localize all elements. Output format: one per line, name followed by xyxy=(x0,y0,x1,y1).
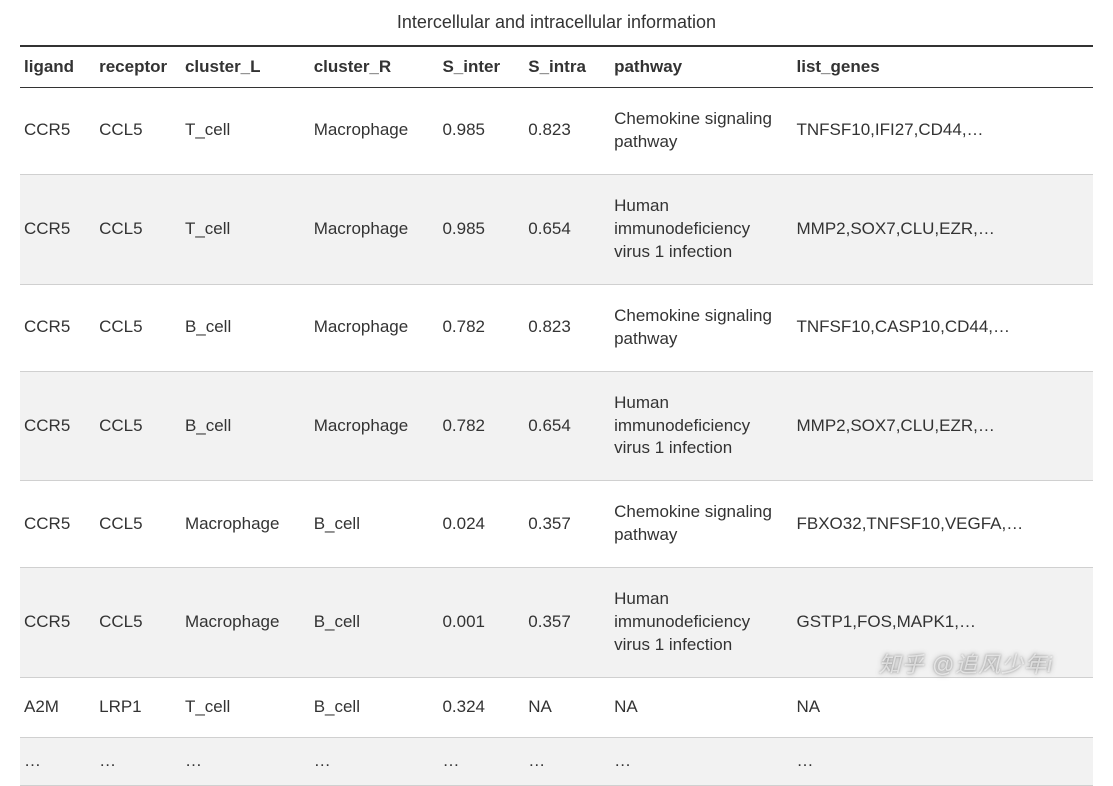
cell-list_genes: GSTP1,FOS,MAPK1,… xyxy=(793,568,1094,678)
cell-S_intra: NA xyxy=(524,678,610,738)
data-table: ligand receptor cluster_L cluster_R S_in… xyxy=(20,45,1093,786)
cell-list_genes: TNFSF10,IFI27,CD44,… xyxy=(793,88,1094,175)
table-row: CCR5CCL5MacrophageB_cell0.0010.357Human … xyxy=(20,568,1093,678)
table-body: CCR5CCL5T_cellMacrophage0.9850.823Chemok… xyxy=(20,88,1093,786)
col-header-ligand: ligand xyxy=(20,46,95,88)
cell-pathway: Chemokine signaling pathway xyxy=(610,88,792,175)
col-header-receptor: receptor xyxy=(95,46,181,88)
cell-cluster_L: B_cell xyxy=(181,284,310,371)
table-row: CCR5CCL5B_cellMacrophage0.7820.823Chemok… xyxy=(20,284,1093,371)
cell-pathway: Human immunodeficiency virus 1 infection xyxy=(610,174,792,284)
table-row: CCR5CCL5B_cellMacrophage0.7820.654Human … xyxy=(20,371,1093,481)
cell-cluster_R: B_cell xyxy=(310,678,439,738)
col-header-s-intra: S_intra xyxy=(524,46,610,88)
table-row: A2MLRP1T_cellB_cell0.324NANANA xyxy=(20,678,1093,738)
cell-ligand: A2M xyxy=(20,678,95,738)
cell-cluster_L: … xyxy=(181,738,310,786)
cell-S_inter: 0.324 xyxy=(438,678,524,738)
cell-S_intra: 0.357 xyxy=(524,481,610,568)
table-title: Intercellular and intracellular informat… xyxy=(20,12,1093,33)
cell-cluster_L: T_cell xyxy=(181,174,310,284)
cell-cluster_R: Macrophage xyxy=(310,88,439,175)
table-row: …………………… xyxy=(20,738,1093,786)
cell-pathway: Human immunodeficiency virus 1 infection xyxy=(610,371,792,481)
cell-cluster_R: Macrophage xyxy=(310,284,439,371)
cell-pathway: Chemokine signaling pathway xyxy=(610,284,792,371)
cell-S_inter: … xyxy=(438,738,524,786)
cell-ligand: CCR5 xyxy=(20,568,95,678)
cell-cluster_L: T_cell xyxy=(181,678,310,738)
cell-cluster_R: B_cell xyxy=(310,481,439,568)
col-header-cluster-l: cluster_L xyxy=(181,46,310,88)
cell-S_intra: 0.823 xyxy=(524,88,610,175)
col-header-pathway: pathway xyxy=(610,46,792,88)
cell-cluster_R: Macrophage xyxy=(310,174,439,284)
cell-S_inter: 0.985 xyxy=(438,174,524,284)
cell-pathway: Chemokine signaling pathway xyxy=(610,481,792,568)
cell-ligand: … xyxy=(20,738,95,786)
cell-receptor: CCL5 xyxy=(95,88,181,175)
cell-receptor: … xyxy=(95,738,181,786)
cell-cluster_R: B_cell xyxy=(310,568,439,678)
cell-ligand: CCR5 xyxy=(20,284,95,371)
cell-cluster_L: T_cell xyxy=(181,88,310,175)
cell-receptor: CCL5 xyxy=(95,568,181,678)
cell-cluster_R: … xyxy=(310,738,439,786)
cell-pathway: … xyxy=(610,738,792,786)
cell-S_inter: 0.782 xyxy=(438,371,524,481)
cell-ligand: CCR5 xyxy=(20,174,95,284)
cell-ligand: CCR5 xyxy=(20,481,95,568)
cell-cluster_L: Macrophage xyxy=(181,481,310,568)
table-row: CCR5CCL5MacrophageB_cell0.0240.357Chemok… xyxy=(20,481,1093,568)
cell-pathway: Human immunodeficiency virus 1 infection xyxy=(610,568,792,678)
cell-S_intra: 0.654 xyxy=(524,371,610,481)
cell-ligand: CCR5 xyxy=(20,88,95,175)
cell-receptor: CCL5 xyxy=(95,371,181,481)
cell-receptor: CCL5 xyxy=(95,284,181,371)
cell-S_intra: 0.823 xyxy=(524,284,610,371)
cell-list_genes: MMP2,SOX7,CLU,EZR,… xyxy=(793,371,1094,481)
cell-list_genes: MMP2,SOX7,CLU,EZR,… xyxy=(793,174,1094,284)
cell-S_inter: 0.001 xyxy=(438,568,524,678)
cell-cluster_L: Macrophage xyxy=(181,568,310,678)
table-row: CCR5CCL5T_cellMacrophage0.9850.823Chemok… xyxy=(20,88,1093,175)
cell-S_intra: 0.654 xyxy=(524,174,610,284)
cell-receptor: CCL5 xyxy=(95,174,181,284)
table-row: CCR5CCL5T_cellMacrophage0.9850.654Human … xyxy=(20,174,1093,284)
cell-list_genes: NA xyxy=(793,678,1094,738)
cell-S_intra: … xyxy=(524,738,610,786)
cell-S_inter: 0.024 xyxy=(438,481,524,568)
cell-ligand: CCR5 xyxy=(20,371,95,481)
cell-cluster_L: B_cell xyxy=(181,371,310,481)
cell-receptor: LRP1 xyxy=(95,678,181,738)
col-header-s-inter: S_inter xyxy=(438,46,524,88)
cell-S_inter: 0.782 xyxy=(438,284,524,371)
col-header-cluster-r: cluster_R xyxy=(310,46,439,88)
table-header-row: ligand receptor cluster_L cluster_R S_in… xyxy=(20,46,1093,88)
cell-S_intra: 0.357 xyxy=(524,568,610,678)
cell-list_genes: … xyxy=(793,738,1094,786)
cell-list_genes: TNFSF10,CASP10,CD44,… xyxy=(793,284,1094,371)
cell-pathway: NA xyxy=(610,678,792,738)
col-header-list-genes: list_genes xyxy=(793,46,1094,88)
cell-cluster_R: Macrophage xyxy=(310,371,439,481)
cell-receptor: CCL5 xyxy=(95,481,181,568)
cell-list_genes: FBXO32,TNFSF10,VEGFA,… xyxy=(793,481,1094,568)
cell-S_inter: 0.985 xyxy=(438,88,524,175)
